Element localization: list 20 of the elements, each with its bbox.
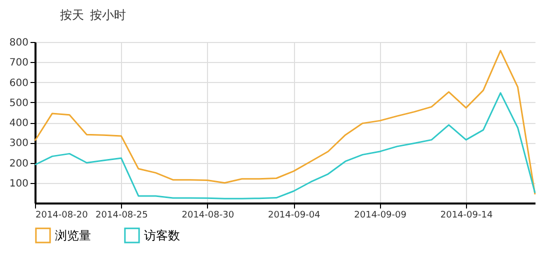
y-tick-label: 300 (9, 138, 28, 150)
x-tick-label: 2014-09-09 (354, 210, 407, 220)
legend-label: 访客数 (144, 228, 180, 242)
line-series (34, 50, 536, 196)
x-tick-label: 2014-08-20 (36, 210, 88, 220)
y-tick-label: 500 (9, 98, 28, 109)
y-tick-label: 800 (9, 38, 28, 48)
x-tick-label: 2014-08-25 (96, 210, 148, 220)
y-tick-label: 700 (9, 58, 28, 69)
y-tick-label: 600 (9, 78, 28, 89)
x-tick-label: 2014-09-04 (268, 210, 321, 220)
legend-label: 浏览量 (55, 228, 91, 242)
y-tick-label: 400 (9, 118, 28, 129)
x-tick-label: 2014-08-30 (182, 210, 234, 220)
y-tick-label: 100 (9, 178, 28, 190)
text: 按天 (60, 8, 84, 22)
line-series (34, 92, 536, 200)
y-tick-label: 200 (9, 158, 28, 170)
x-tick-label: 2014-09-14 (440, 210, 493, 220)
text: 按小时 (90, 8, 126, 22)
